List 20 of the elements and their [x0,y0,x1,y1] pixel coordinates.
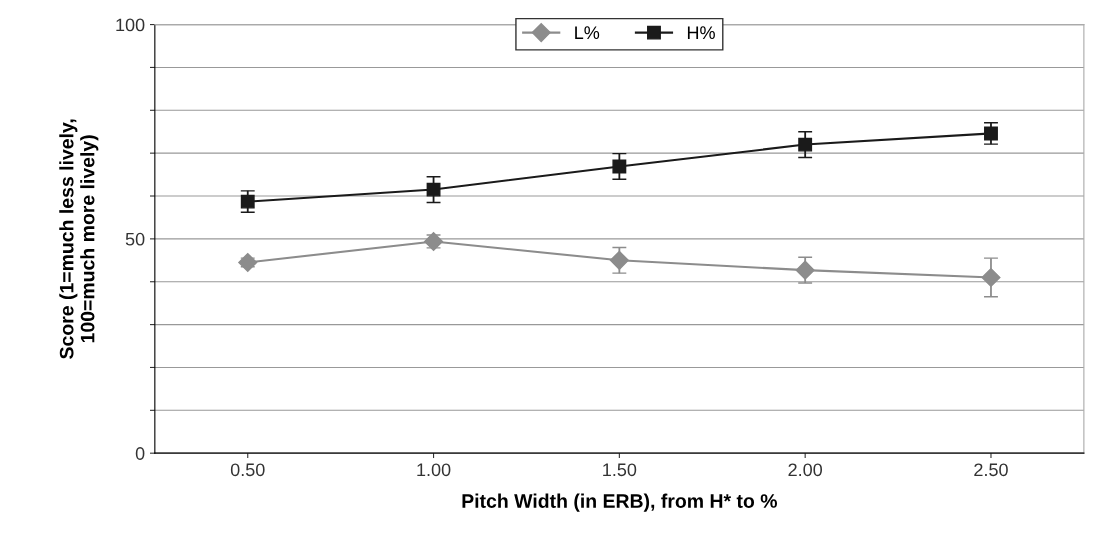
point [426,182,441,197]
legend-label: L% [575,26,600,40]
point [240,194,255,209]
y-tick-label: 100 [116,18,145,32]
point [238,252,258,272]
point [981,267,1001,287]
x-tick-label: 2.50 [974,463,1008,477]
x-tick-label: 0.50 [230,463,265,477]
point [609,250,629,270]
y-tick-label: 50 [125,232,145,246]
y-axis-title: Score (1=much less lively, 100=much more lively) [59,119,99,359]
y-tick-label: 0 [135,447,145,460]
point [984,126,998,141]
point [612,159,627,174]
point [798,137,813,152]
x-tick-label: 1.50 [603,463,637,477]
x-tick-label: 2.00 [788,463,823,477]
legend-label: H% [687,26,715,40]
x-tick-label: 1.00 [417,463,451,477]
x-axis-title: Pitch Width (in ERB), from H* to % [462,493,778,512]
